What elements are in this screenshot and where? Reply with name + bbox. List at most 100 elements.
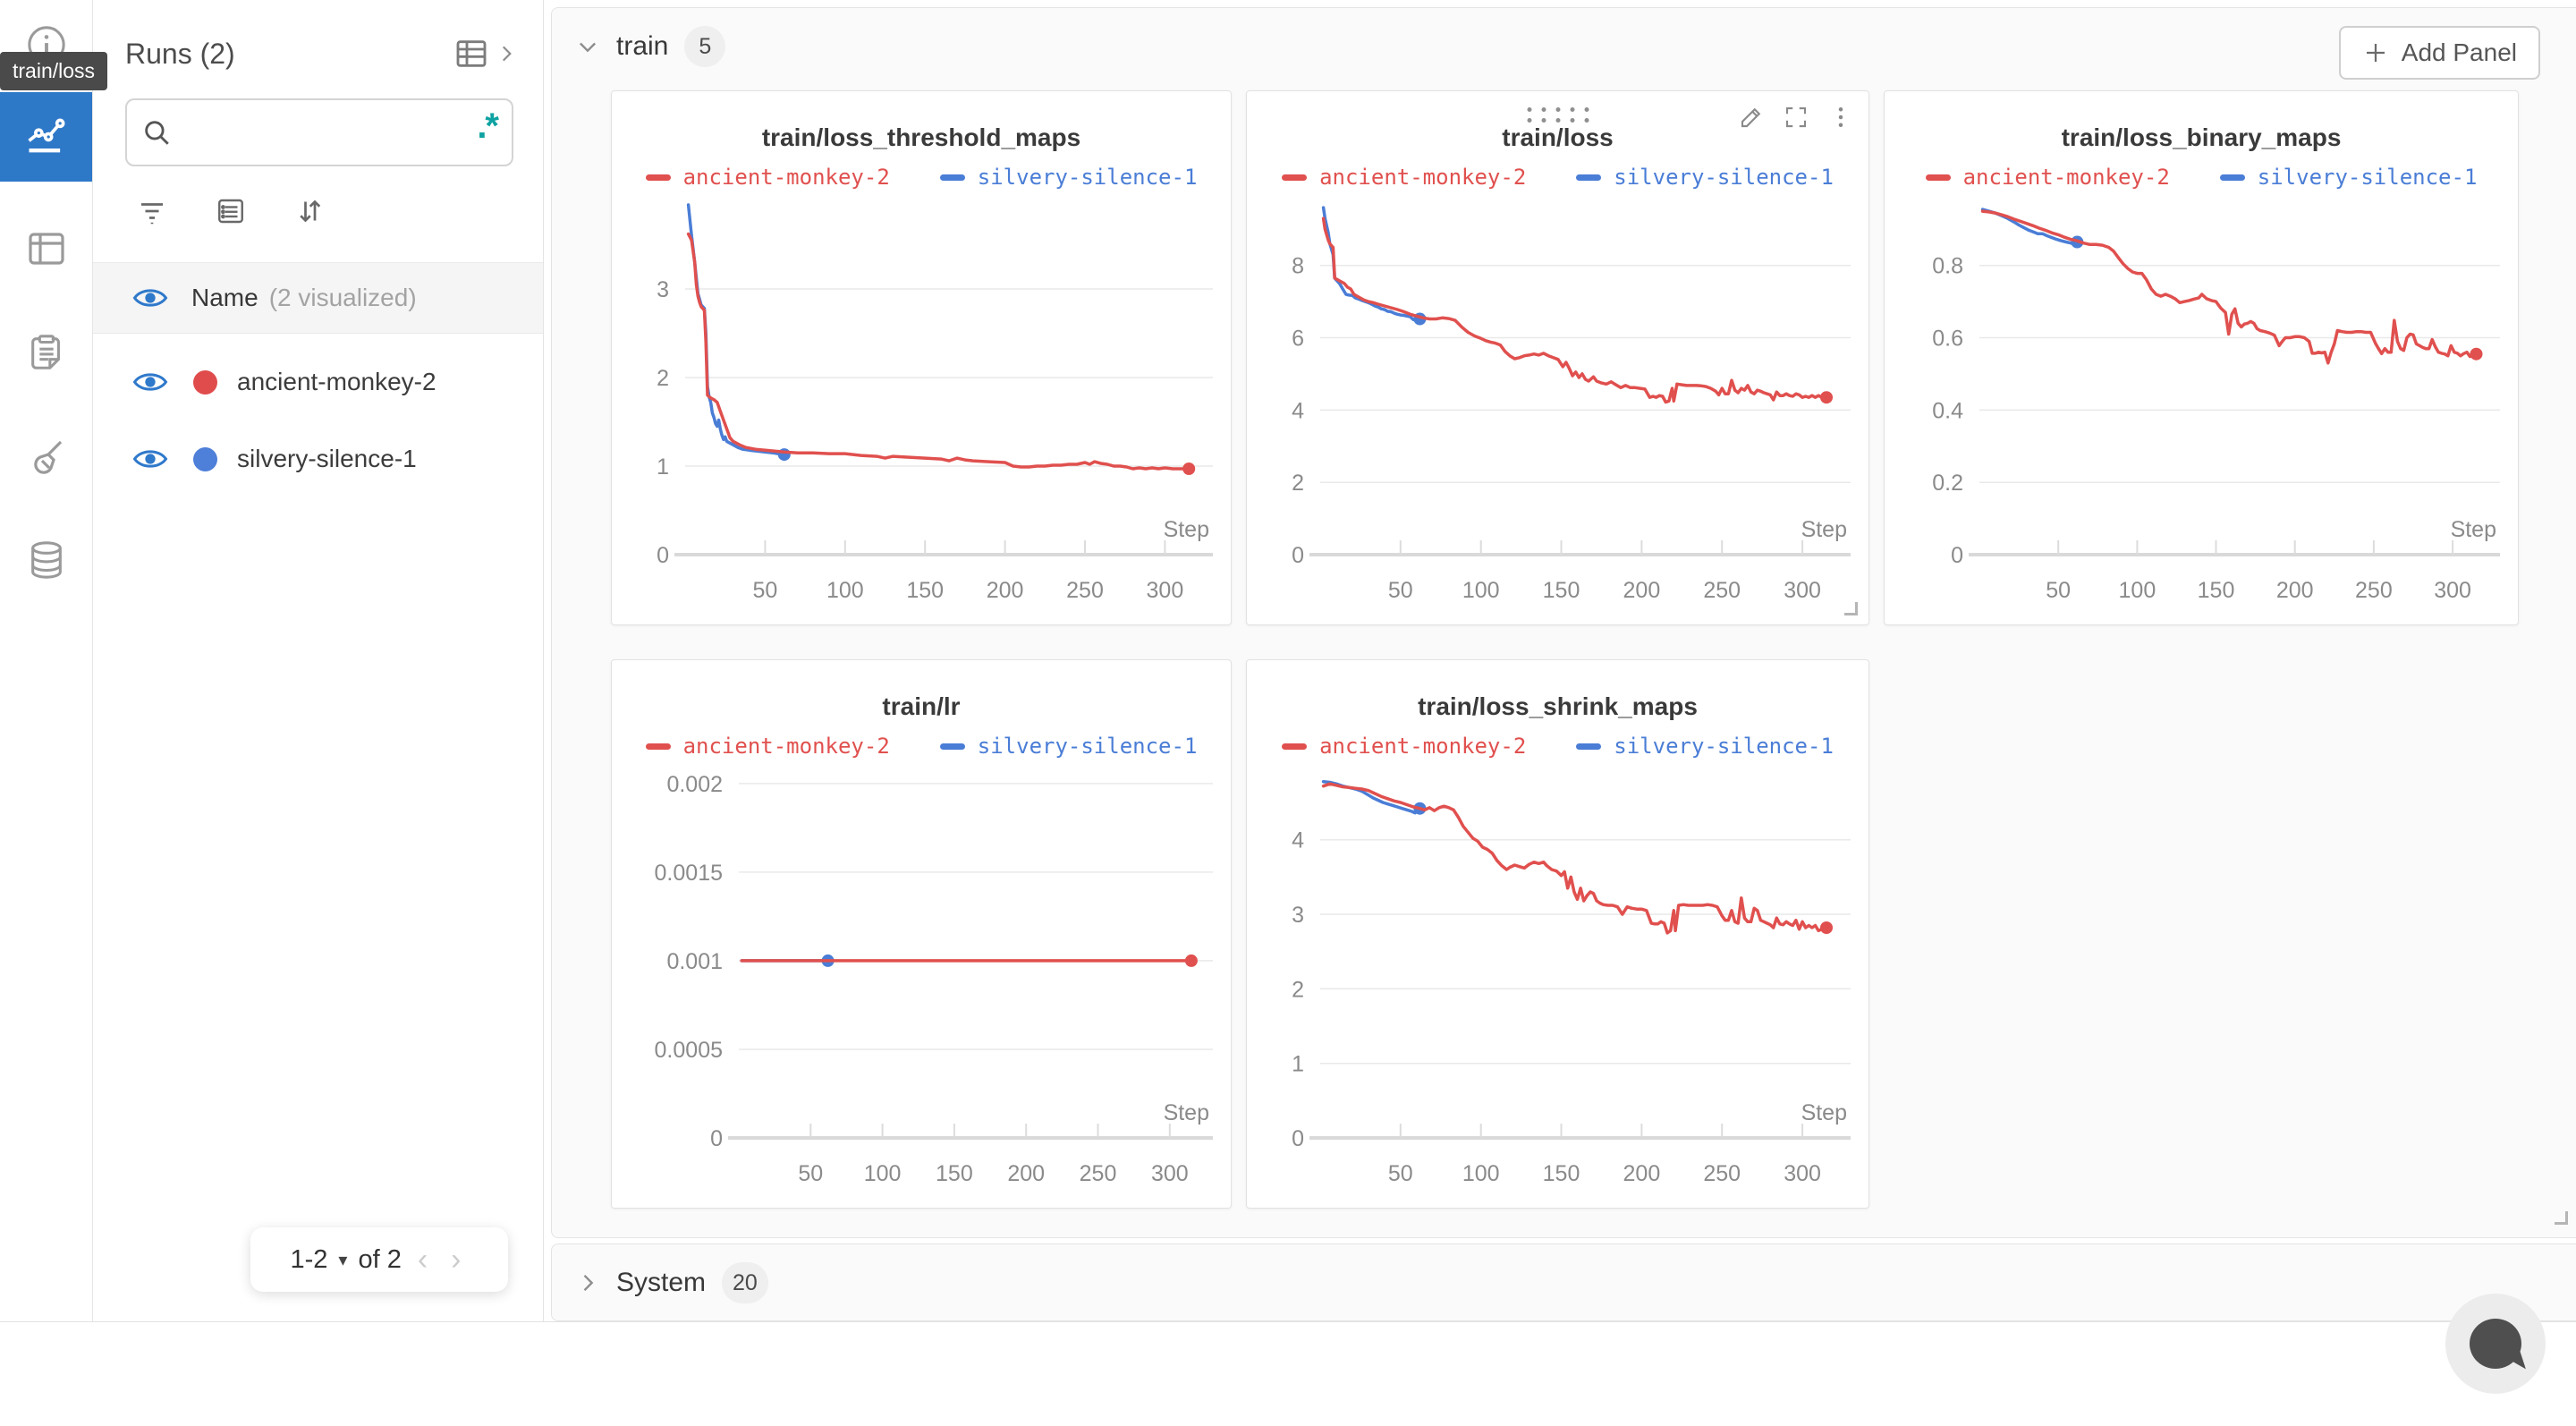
sidebar-item-artifacts[interactable] [0,515,92,605]
legend-run-name[interactable]: silvery-silence-1 [977,165,1198,190]
legend-run-name[interactable]: silvery-silence-1 [977,734,1198,759]
sort-icon[interactable] [293,195,326,232]
legend-swatch [1282,174,1308,181]
eye-icon[interactable] [132,446,168,471]
open-runs-table-button[interactable] [453,36,518,72]
sidebar-item-table[interactable] [0,204,92,293]
pagination-next-button[interactable]: › [451,1242,462,1277]
svg-text:0.001: 0.001 [666,949,723,974]
pagination-caret-icon[interactable]: ▾ [338,1250,348,1270]
legend-run-name[interactable]: silvery-silence-1 [1614,165,1834,190]
svg-text:150: 150 [1543,1161,1580,1186]
legend-run-name[interactable]: ancient-monkey-2 [1319,165,1527,190]
svg-text:6: 6 [1292,327,1304,352]
chart-panel-train-lr[interactable]: train/lr ancient-monkey-2 silvery-silenc… [611,659,1232,1209]
add-panel-button[interactable]: Add Panel [2338,26,2540,80]
svg-text:300: 300 [2434,578,2471,603]
chat-bubble-icon [2470,1319,2521,1369]
search-icon [145,121,169,145]
legend-swatch [645,743,671,750]
svg-text:100: 100 [864,1161,902,1186]
svg-text:0.8: 0.8 [1932,254,1963,279]
legend-run-name[interactable]: silvery-silence-1 [1614,734,1834,759]
chart-plot[interactable]: 50 100 150 200 250 300 0 1 2 3 Step [612,190,1229,619]
svg-text:1: 1 [657,454,669,480]
chart-panel-train-loss-shrink-maps[interactable]: train/loss_shrink_maps ancient-monkey-2 … [1246,659,1869,1209]
chart-plot[interactable]: 50 100 150 200 250 300 0 2 4 6 8 Step [1247,190,1867,619]
table-icon [28,233,64,265]
search-input[interactable] [182,118,478,147]
run-row-silvery-silence-1[interactable]: silvery-silence-1 [93,424,543,494]
panel-menu-icon[interactable] [1827,104,1854,135]
regex-toggle-icon[interactable]: .* [477,106,499,146]
chart-plot[interactable]: 50 100 150 200 250 300 0 0.2 0.4 0.6 0.8 Step [1885,190,2516,619]
svg-text:2: 2 [1292,471,1304,496]
chart-title: train/lr [882,692,961,720]
svg-text:300: 300 [1784,1161,1821,1186]
section-system-header[interactable]: System 20 [575,1244,768,1321]
chevron-right-icon [583,1275,594,1291]
eye-icon[interactable] [132,369,168,395]
chart-legend: ancient-monkey-2 silvery-silence-1 [1247,734,1868,759]
run-name: ancient-monkey-2 [237,368,436,395]
drag-handle-icon[interactable] [1527,107,1589,123]
section-train-header[interactable]: train 5 [575,8,726,85]
svg-text:3: 3 [1292,903,1304,928]
filter-icon[interactable] [136,195,168,232]
section-resize-handle[interactable] [2555,1211,2568,1225]
eye-icon[interactable] [132,285,168,310]
chart-title: train/loss_shrink_maps [1418,692,1698,720]
legend-run-name[interactable]: silvery-silence-1 [2257,165,2478,190]
chart-plot[interactable]: 50 100 150 200 250 300 0 1 2 3 4 Step [1247,759,1867,1202]
sidebar-item-notes[interactable] [0,308,92,397]
chart-title: train/loss [1502,123,1614,151]
svg-text:0.0015: 0.0015 [655,861,723,886]
chat-support-button[interactable] [2445,1294,2546,1394]
chart-legend: ancient-monkey-2 silvery-silence-1 [1885,165,2518,190]
runs-header-row[interactable]: Name (2 visualized) [93,262,543,334]
svg-text:Step: Step [1164,1100,1209,1125]
svg-text:250: 250 [1703,578,1741,603]
legend-run-name[interactable]: ancient-monkey-2 [682,165,890,190]
svg-text:0: 0 [710,1126,723,1151]
section-train: train 5 Add Panel train/loss_threshold_m… [551,7,2576,1238]
runs-pagination: 1-2 ▾ of 2 ‹ › [250,1227,508,1292]
chart-panel-train-loss[interactable]: train/loss ancient-monkey-2 silvery-sile… [1246,90,1869,625]
chart-panel-train-loss-threshold-maps[interactable]: train/loss_threshold_maps ancient-monkey… [611,90,1232,625]
section-system: System 20 [551,1244,2576,1321]
footer-bar: My Workspace ⋮ Updated 2 minutes ago ↺ ↻ [0,1321,2576,1426]
edit-panel-icon[interactable] [1738,104,1765,135]
grouping-icon[interactable] [215,195,247,232]
run-row-ancient-monkey-2[interactable]: ancient-monkey-2 [93,347,543,417]
pagination-total: of 2 [358,1244,402,1274]
runs-column-label: Name [191,284,258,311]
pagination-range[interactable]: 1-2 [290,1244,328,1274]
panel-resize-handle[interactable] [1844,602,1858,615]
legend-run-name[interactable]: ancient-monkey-2 [1319,734,1527,759]
chart-title: train/loss_threshold_maps [761,123,1081,151]
legend-run-name[interactable]: ancient-monkey-2 [682,734,890,759]
svg-text:Step: Step [1801,1100,1847,1125]
section-label: System [616,1268,707,1297]
svg-text:0.6: 0.6 [1932,327,1963,352]
clipboard-icon [30,335,60,369]
chart-panel-train-loss-binary-maps[interactable]: train/loss_binary_maps ancient-monkey-2 … [1884,90,2519,625]
svg-text:250: 250 [1703,1161,1741,1186]
svg-text:200: 200 [1623,1161,1661,1186]
runs-visualized-note: (2 visualized) [268,284,417,311]
svg-text:150: 150 [936,1161,973,1186]
svg-text:50: 50 [798,1161,823,1186]
legend-swatch [645,174,671,181]
svg-text:2: 2 [657,366,669,391]
legend-run-name[interactable]: ancient-monkey-2 [1962,165,2170,190]
fullscreen-icon[interactable] [1783,104,1809,135]
chart-plot[interactable]: 50 100 150 200 250 300 0 0.0005 0.001 0.0015 0.002… [612,759,1229,1202]
svg-text:300: 300 [1784,578,1821,603]
sidebar-item-charts[interactable] [0,92,92,182]
svg-text:4: 4 [1292,828,1304,853]
chart-legend: ancient-monkey-2 silvery-silence-1 [1247,165,1868,190]
svg-text:300: 300 [1151,1161,1189,1186]
sidebar-item-sweeps[interactable] [0,412,92,501]
legend-swatch [939,743,965,750]
pagination-prev-button[interactable]: ‹ [417,1242,428,1277]
